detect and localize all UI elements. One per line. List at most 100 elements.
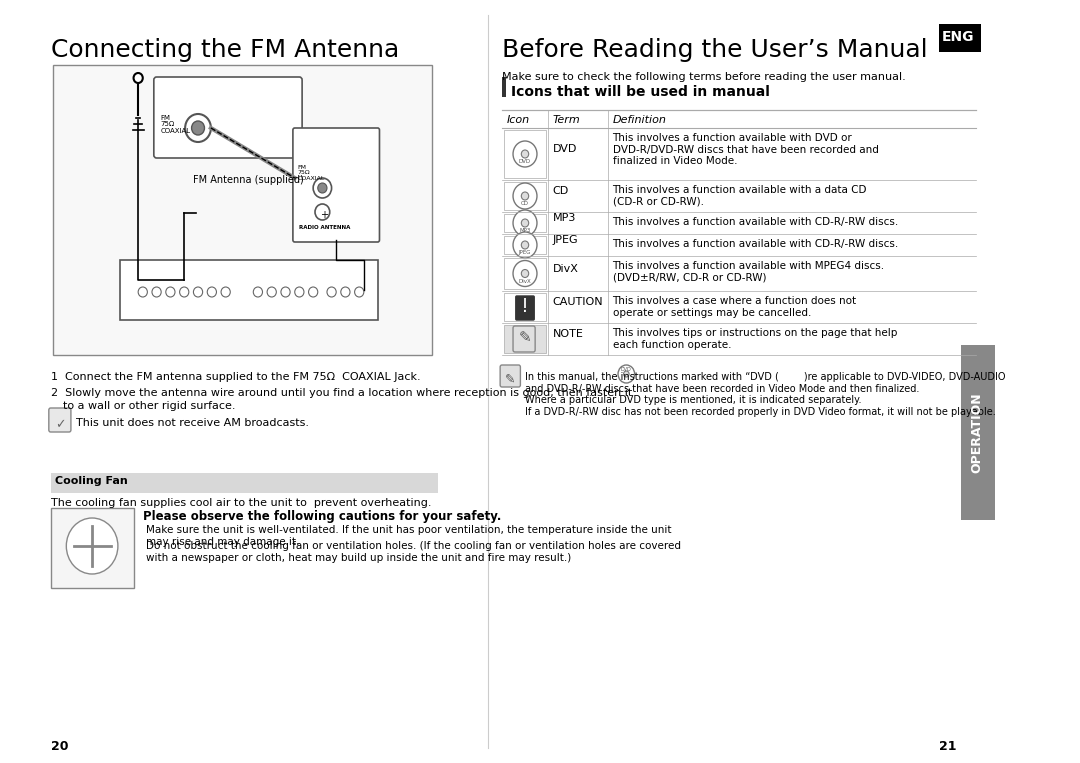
Text: OPERATION: OPERATION: [971, 393, 984, 473]
Circle shape: [513, 141, 537, 167]
Text: FM: FM: [160, 115, 171, 121]
Text: COAXIAL: COAXIAL: [160, 128, 190, 134]
Text: DivX: DivX: [553, 263, 579, 273]
FancyBboxPatch shape: [153, 77, 302, 158]
FancyBboxPatch shape: [504, 325, 546, 353]
Circle shape: [138, 287, 147, 297]
Text: DivX: DivX: [518, 278, 531, 284]
Text: +: +: [320, 210, 327, 220]
Text: ✓: ✓: [55, 418, 66, 431]
Bar: [51, 508, 134, 588]
Circle shape: [207, 287, 216, 297]
Circle shape: [267, 287, 276, 297]
Text: Before Reading the User’s Manual: Before Reading the User’s Manual: [502, 38, 928, 62]
Bar: [502, 77, 505, 97]
FancyBboxPatch shape: [120, 260, 378, 320]
Circle shape: [522, 219, 529, 227]
Text: 75Ω: 75Ω: [297, 170, 310, 175]
Text: MP3: MP3: [553, 213, 576, 223]
FancyBboxPatch shape: [504, 130, 546, 178]
FancyBboxPatch shape: [49, 408, 71, 432]
Text: Please observe the following cautions for your safety.: Please observe the following cautions fo…: [143, 510, 501, 523]
FancyBboxPatch shape: [940, 24, 981, 52]
Circle shape: [313, 178, 332, 198]
Circle shape: [179, 287, 189, 297]
Text: NOTE: NOTE: [553, 329, 583, 339]
FancyBboxPatch shape: [293, 128, 379, 242]
FancyBboxPatch shape: [504, 293, 546, 321]
FancyBboxPatch shape: [513, 326, 535, 352]
Text: Icons that will be used in manual: Icons that will be used in manual: [511, 85, 770, 99]
Text: 20: 20: [51, 740, 68, 753]
Circle shape: [623, 371, 629, 377]
Text: FM Antenna (supplied): FM Antenna (supplied): [193, 175, 305, 185]
Circle shape: [618, 365, 635, 383]
Circle shape: [522, 150, 529, 158]
Text: This involves a function available with a data CD
(CD-R or CD-RW).: This involves a function available with …: [612, 185, 867, 207]
Text: 75Ω: 75Ω: [160, 121, 175, 127]
Text: JPEG: JPEG: [553, 235, 578, 245]
FancyBboxPatch shape: [53, 65, 432, 355]
Circle shape: [66, 518, 118, 574]
Circle shape: [318, 183, 327, 193]
Text: This involves a function available with DVD or
DVD-R/DVD-RW discs that have been: This involves a function available with …: [612, 133, 878, 166]
Text: Icon: Icon: [507, 115, 529, 125]
Text: This involves tips or instructions on the page that help
each function operate.: This involves tips or instructions on th…: [612, 328, 897, 349]
Text: In this manual, the instructions marked with “DVD (        )re applicable to DVD: In this manual, the instructions marked …: [525, 372, 1005, 417]
Text: 2  Slowly move the antenna wire around until you find a location where reception: 2 Slowly move the antenna wire around un…: [51, 388, 632, 398]
Circle shape: [191, 121, 204, 135]
Circle shape: [354, 287, 364, 297]
Circle shape: [309, 287, 318, 297]
Circle shape: [513, 232, 537, 258]
Text: ✎: ✎: [505, 373, 515, 386]
FancyBboxPatch shape: [500, 365, 521, 387]
Text: Make sure to check the following terms before reading the user manual.: Make sure to check the following terms b…: [502, 72, 906, 82]
Text: This involves a case where a function does not
operate or settings may be cancel: This involves a case where a function do…: [612, 296, 856, 317]
FancyBboxPatch shape: [51, 473, 437, 493]
Circle shape: [327, 287, 336, 297]
Bar: [961, 345, 995, 520]
Circle shape: [341, 287, 350, 297]
Text: COAXIAL: COAXIAL: [297, 176, 325, 181]
Text: JPEG: JPEG: [518, 250, 531, 255]
Text: !: !: [521, 297, 529, 315]
Text: Connecting the FM Antenna: Connecting the FM Antenna: [51, 38, 399, 62]
Circle shape: [522, 192, 529, 200]
Circle shape: [221, 287, 230, 297]
Circle shape: [254, 287, 262, 297]
Text: MP3: MP3: [519, 228, 530, 233]
Text: Definition: Definition: [612, 115, 666, 125]
Text: to a wall or other rigid surface.: to a wall or other rigid surface.: [63, 401, 235, 411]
Text: This involves a function available with MPEG4 discs.
(DVD±R/RW, CD-R or CD-RW): This involves a function available with …: [612, 261, 885, 282]
Text: 1  Connect the FM antenna supplied to the FM 75Ω  COAXIAL Jack.: 1 Connect the FM antenna supplied to the…: [51, 372, 420, 382]
Text: ✎: ✎: [518, 330, 531, 346]
Circle shape: [152, 287, 161, 297]
Circle shape: [513, 183, 537, 209]
Text: FM: FM: [297, 165, 307, 170]
Circle shape: [193, 287, 203, 297]
Text: 21: 21: [940, 740, 957, 753]
Circle shape: [295, 287, 303, 297]
Text: ENG: ENG: [942, 30, 974, 44]
Circle shape: [522, 241, 529, 249]
FancyBboxPatch shape: [504, 236, 546, 254]
FancyBboxPatch shape: [504, 258, 546, 289]
Text: This involves a function available with CD-R/-RW discs.: This involves a function available with …: [612, 217, 899, 227]
Text: DVD: DVD: [621, 367, 632, 372]
Circle shape: [166, 287, 175, 297]
Text: DVD: DVD: [553, 144, 577, 154]
Text: Cooling Fan: Cooling Fan: [55, 476, 129, 486]
Text: This unit does not receive AM broadcasts.: This unit does not receive AM broadcasts…: [76, 418, 309, 428]
Text: CD: CD: [553, 186, 569, 196]
Text: Do not obstruct the cooling fan or ventilation holes. (If the cooling fan or ven: Do not obstruct the cooling fan or venti…: [146, 541, 680, 562]
Circle shape: [522, 269, 529, 278]
FancyBboxPatch shape: [504, 214, 546, 232]
Text: CAUTION: CAUTION: [553, 297, 604, 307]
Circle shape: [513, 260, 537, 286]
Circle shape: [134, 73, 143, 83]
Text: This involves a function available with CD-R/-RW discs.: This involves a function available with …: [612, 239, 899, 249]
Circle shape: [315, 204, 329, 220]
FancyBboxPatch shape: [504, 182, 546, 210]
Text: DVD: DVD: [519, 159, 531, 164]
Text: Term: Term: [553, 115, 580, 125]
